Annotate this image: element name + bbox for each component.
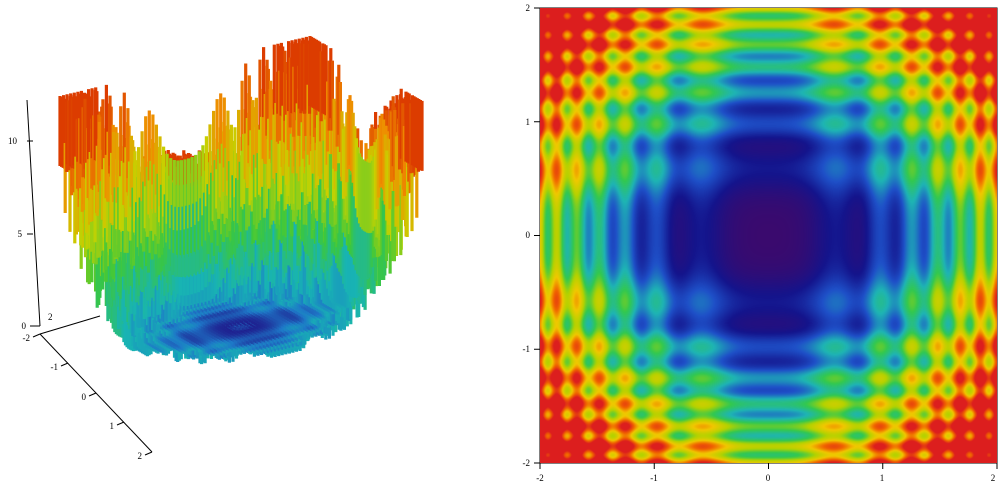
surface-plot: 10 5 0 2 -2 -1 0 1 2 bbox=[8, 36, 424, 461]
surface-marks bbox=[58, 36, 424, 365]
